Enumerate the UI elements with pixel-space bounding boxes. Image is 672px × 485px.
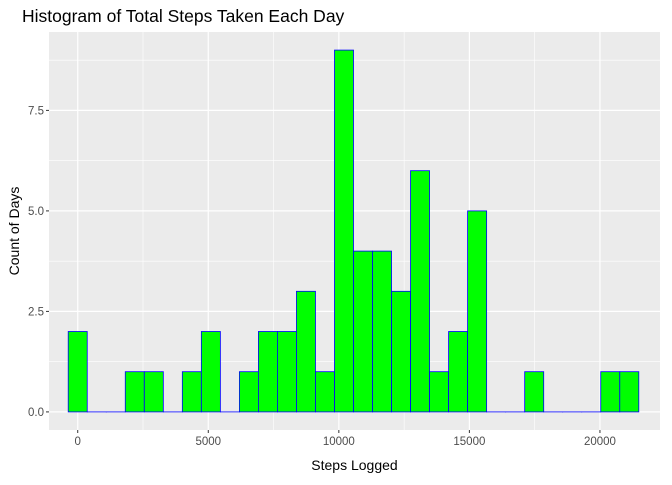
histogram-bar	[373, 251, 392, 412]
y-tick-label: 7.5	[28, 105, 44, 117]
histogram-bar	[125, 372, 144, 412]
histogram-bar	[411, 171, 430, 412]
histogram-bar	[430, 372, 449, 412]
y-axis-title: Count of Days	[6, 187, 22, 276]
histogram-bar	[68, 332, 87, 412]
histogram-bar	[296, 291, 315, 412]
y-axis-ticks: 0.0 2.5 5.0 7.5	[28, 105, 49, 419]
histogram-bar	[620, 372, 639, 412]
y-tick-label: 0.0	[28, 407, 44, 419]
x-tick-label: 15000	[453, 436, 485, 448]
histogram-bar	[468, 211, 487, 412]
histogram-bar	[449, 332, 468, 412]
histogram-bar	[334, 50, 353, 412]
chart-title: Histogram of Total Steps Taken Each Day	[22, 6, 345, 26]
y-tick-label: 5.0	[28, 206, 44, 218]
x-axis-ticks: 0 5000 10000 15000 20000	[75, 430, 616, 448]
histogram-bar	[354, 251, 373, 412]
histogram-bar	[315, 372, 334, 412]
histogram-bar	[239, 372, 258, 412]
histogram-bar	[258, 332, 277, 412]
histogram-bar	[201, 332, 220, 412]
y-tick-label: 2.5	[28, 306, 44, 318]
x-axis-title: Steps Logged	[311, 457, 397, 473]
histogram-bar	[277, 332, 296, 412]
x-tick-label: 10000	[323, 436, 355, 448]
histogram-bar	[144, 372, 163, 412]
histogram-bar	[525, 372, 544, 412]
histogram-bar	[392, 291, 411, 412]
x-tick-label: 20000	[584, 436, 616, 448]
x-tick-label: 0	[75, 436, 81, 448]
x-tick-label: 5000	[195, 436, 221, 448]
histogram-bar	[182, 372, 201, 412]
histogram-bar	[601, 372, 620, 412]
